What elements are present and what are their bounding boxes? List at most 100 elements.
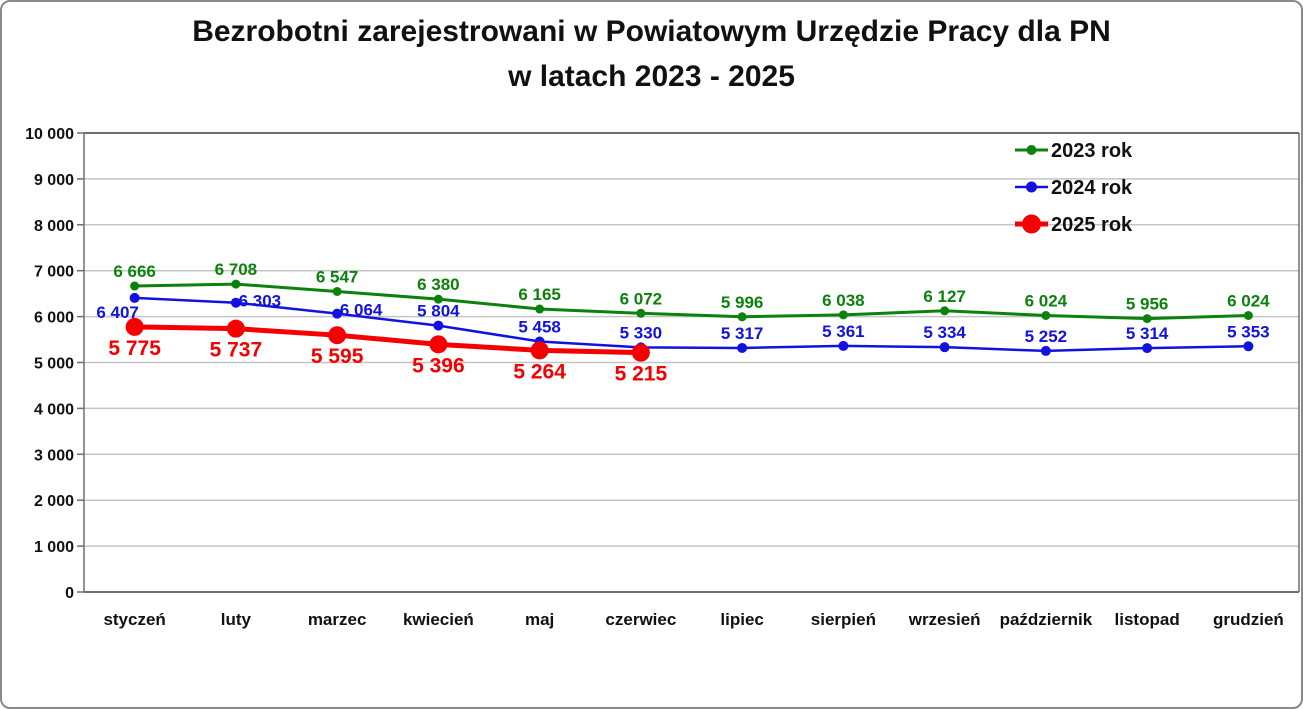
data-label: 6 708 xyxy=(215,260,258,279)
data-label: 5 361 xyxy=(822,322,865,341)
data-point-marker-2024-rok xyxy=(1040,345,1051,356)
y-axis-tick-label: 4 000 xyxy=(34,401,74,418)
series-2023-rok xyxy=(130,279,1253,324)
data-point-marker-2024-rok xyxy=(332,308,343,319)
data-point-marker-2024-rok xyxy=(939,342,950,353)
data-point-marker-2025-rok xyxy=(429,335,448,354)
data-point-marker-2024-rok xyxy=(1142,343,1153,354)
data-label: 5 215 xyxy=(615,363,668,386)
data-label: 6 038 xyxy=(822,291,865,310)
data-label: 6 303 xyxy=(239,292,282,311)
series-data-labels-2023-rok: 6 666 6 708 6 547 6 380 6 165 6 072 5 996 6 038… xyxy=(113,260,1270,314)
y-axis-tick-label: 2 000 xyxy=(34,493,74,510)
data-label: 6 380 xyxy=(417,275,460,294)
y-axis-labels: 10 000 9 000 8 000 7 000 6 000 5 000 4 000 3 00… xyxy=(25,126,74,602)
data-point-marker-2023-rok xyxy=(1142,314,1152,324)
series-data-labels-2025-rok: 5 775 5 737 5 595 5 396 5 264 5 215 xyxy=(108,337,667,386)
x-axis-label: sierpień xyxy=(811,610,876,629)
data-point-marker-2023-rok xyxy=(636,308,646,318)
x-axis-label: wrzesień xyxy=(908,610,981,629)
series-2024-rok xyxy=(129,292,1254,356)
data-label: 5 353 xyxy=(1227,322,1270,341)
x-axis-label: grudzień xyxy=(1213,610,1284,629)
legend-item-2024-rok: 2024 rok xyxy=(1015,177,1133,199)
x-axis-label: kwiecień xyxy=(403,610,474,629)
series-line-2025-rok xyxy=(132,324,644,356)
data-label: 6 024 xyxy=(1227,291,1270,310)
data-point-marker-2023-rok xyxy=(535,304,545,314)
chart-title-line-1: Bezrobotni zarejestrowani w Powiatowym U… xyxy=(192,15,1111,48)
legend-item-2025-rok: 2025 rok xyxy=(1015,214,1133,236)
data-point-marker-2025-rok xyxy=(631,343,650,362)
y-axis-tick-label: 1 000 xyxy=(34,539,74,556)
data-label: 5 737 xyxy=(210,339,263,362)
x-axis-label: marzec xyxy=(308,610,367,629)
series-line-2024-rok xyxy=(133,296,1250,353)
series-line-2023-rok xyxy=(133,282,1250,321)
data-point-marker-2024-rok xyxy=(230,297,241,308)
series-data-labels-2024-rok: 6 407 6 303 6 064 5 804 5 458 5 330 5 317 5 361… xyxy=(96,292,1269,346)
legend-marker-2025-rok xyxy=(1022,214,1041,234)
data-point-marker-2024-rok xyxy=(129,292,140,303)
data-point-marker-2024-rok xyxy=(737,342,748,353)
data-point-marker-2024-rok xyxy=(1243,341,1254,352)
legend-label-2023-rok: 2023 rok xyxy=(1051,140,1133,162)
data-label: 5 334 xyxy=(923,323,966,342)
legend-marker-2024-rok xyxy=(1026,181,1037,193)
series-2025-rok xyxy=(125,317,650,362)
legend: 2023 rok 2024 rok 2025 rok xyxy=(1015,140,1133,236)
data-point-marker-2023-rok xyxy=(1041,310,1051,320)
chart-title: Bezrobotni zarejestrowani w Powiatowym U… xyxy=(2,9,1301,99)
data-label: 5 804 xyxy=(417,302,460,321)
chart-title-line-2: w latach 2023 - 2025 xyxy=(508,60,795,93)
y-axis-tick-label: 7 000 xyxy=(34,264,74,281)
data-label: 5 775 xyxy=(108,337,161,360)
x-axis-label: listopad xyxy=(1115,610,1180,629)
legend-marker-2023-rok xyxy=(1026,145,1037,155)
data-label: 5 252 xyxy=(1025,327,1068,346)
data-point-marker-2023-rok xyxy=(838,310,848,320)
data-label: 5 264 xyxy=(513,360,566,383)
legend-label-2025-rok: 2025 rok xyxy=(1051,214,1133,236)
data-label: 6 024 xyxy=(1025,291,1068,310)
data-label: 5 458 xyxy=(518,317,561,336)
y-axis-tick-label: 6 000 xyxy=(34,310,74,327)
data-point-marker-2025-rok xyxy=(226,319,245,338)
data-point-marker-2023-rok xyxy=(737,312,747,322)
data-point-marker-2023-rok xyxy=(1243,310,1253,320)
y-axis-tick-label: 10 000 xyxy=(25,126,74,143)
y-axis-tick-label: 5 000 xyxy=(34,356,74,373)
data-point-marker-2023-rok xyxy=(940,306,950,316)
x-axis-label: lipiec xyxy=(720,610,763,629)
legend-label-2024-rok: 2024 rok xyxy=(1051,177,1133,199)
x-axis-label: luty xyxy=(221,610,252,629)
y-axis-tick-label: 9 000 xyxy=(34,172,74,189)
x-axis-label: czerwiec xyxy=(605,610,676,629)
y-axis-tick-label: 0 xyxy=(65,585,74,602)
x-axis-label: styczeń xyxy=(103,610,165,629)
legend-item-2023-rok: 2023 rok xyxy=(1015,140,1133,162)
gridlines xyxy=(77,132,1299,593)
data-label: 6 547 xyxy=(316,267,359,286)
data-point-marker-2025-rok xyxy=(328,326,347,345)
data-label: 6 407 xyxy=(96,303,139,322)
data-point-marker-2023-rok xyxy=(130,281,140,291)
data-label: 6 127 xyxy=(923,287,966,306)
data-point-marker-2023-rok xyxy=(231,279,241,289)
data-label: 5 956 xyxy=(1126,295,1169,314)
data-point-marker-2025-rok xyxy=(125,317,144,336)
y-axis-tick-label: 3 000 xyxy=(34,447,74,464)
x-axis-labels: styczeń luty marzec kwiecień maj czerwiec lipi… xyxy=(103,610,1283,629)
data-label: 6 666 xyxy=(113,262,156,281)
data-label: 5 996 xyxy=(721,293,764,312)
data-point-marker-2024-rok xyxy=(838,340,849,351)
data-point-marker-2023-rok xyxy=(433,294,443,304)
data-label: 5 314 xyxy=(1126,324,1169,343)
data-label: 5 317 xyxy=(721,324,764,343)
data-label: 6 165 xyxy=(518,285,561,304)
data-point-marker-2023-rok xyxy=(332,286,342,296)
data-label: 6 064 xyxy=(340,301,383,320)
data-point-marker-2025-rok xyxy=(530,341,549,360)
